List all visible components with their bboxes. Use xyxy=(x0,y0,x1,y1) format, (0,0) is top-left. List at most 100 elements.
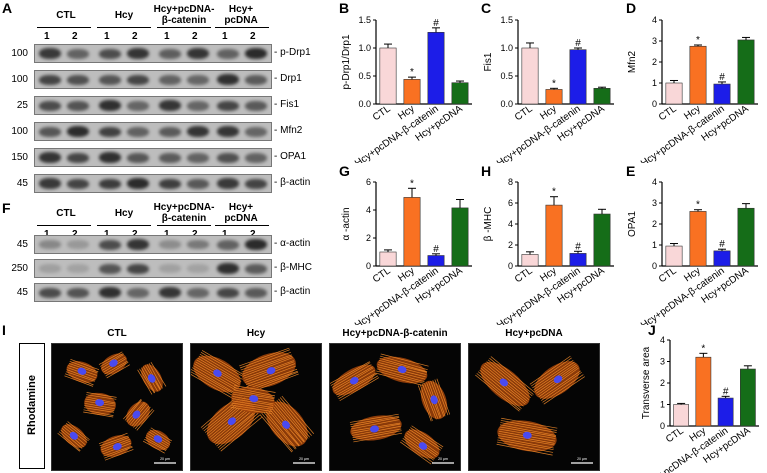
actin-fiber xyxy=(66,369,96,381)
protein-band xyxy=(187,287,209,298)
micrograph-caption-hcy: Hcy xyxy=(246,328,266,339)
bar xyxy=(545,89,563,105)
actin-fiber xyxy=(142,440,165,454)
actin-fiber xyxy=(352,430,402,441)
actin-fiber xyxy=(497,439,554,451)
actin-fiber xyxy=(83,411,114,418)
protein-band xyxy=(99,152,121,163)
band-label: - Fis1 xyxy=(274,99,299,110)
lane-number: 1 xyxy=(104,31,110,42)
y-tick-label: 0.0 xyxy=(358,99,371,109)
protein-band xyxy=(99,239,121,250)
protein-band xyxy=(99,48,121,59)
y-axis-label: Fis1 xyxy=(483,52,494,71)
nucleus xyxy=(282,420,290,429)
bar xyxy=(673,404,689,427)
actin-fiber xyxy=(533,361,575,391)
category-label: CTL xyxy=(513,103,535,123)
panel-label-d: D xyxy=(626,0,637,16)
protein-band xyxy=(245,48,267,59)
actin-fiber xyxy=(105,361,129,377)
y-tick-label: 3 xyxy=(652,198,657,208)
group-label-hcy-catenin-line1: Hcy+pcDNA- xyxy=(153,4,215,15)
y-tick-label: 0 xyxy=(652,261,657,271)
cardiomyocyte xyxy=(191,350,245,399)
actin-fiber xyxy=(239,347,290,367)
micrograph-caption-hcy-catenin: Hcy+pcDNA-β-catenin xyxy=(342,328,448,339)
mw-marker: 45 xyxy=(16,178,28,189)
actin-fiber xyxy=(337,373,377,398)
protein-band xyxy=(67,152,89,163)
bar-chart-j: Transverse area01234CTL*Hcy#Hcy+pcDNA-β-… xyxy=(641,335,759,473)
actin-fiber xyxy=(136,409,155,431)
y-tick-label: 4 xyxy=(660,335,665,345)
group-underline xyxy=(37,225,91,226)
nucleus xyxy=(147,374,156,383)
nucleus xyxy=(77,367,87,375)
nucleus xyxy=(249,395,259,403)
protein-band xyxy=(127,74,149,85)
actin-fiber xyxy=(247,370,298,390)
actin-fiber xyxy=(133,406,151,428)
actin-fiber xyxy=(375,372,424,386)
nucleus xyxy=(227,417,236,426)
group-underline xyxy=(215,225,269,226)
y-tick-label: 1.5 xyxy=(500,15,513,25)
y-tick-label: 6 xyxy=(508,198,513,208)
panel-label-i: I xyxy=(2,322,6,338)
band-label: - Drp1 xyxy=(274,73,302,84)
protein-band xyxy=(217,74,239,85)
protein-band xyxy=(99,74,121,85)
group-underline xyxy=(97,225,151,226)
bar xyxy=(569,49,587,105)
protein-band xyxy=(217,152,239,163)
band-label: - α-actin xyxy=(274,238,311,249)
protein-band xyxy=(159,74,181,85)
lane-number: 1 xyxy=(222,229,228,240)
y-tick-label: 4 xyxy=(652,177,657,187)
protein-band xyxy=(99,287,121,298)
protein-band xyxy=(39,287,61,298)
actin-fiber xyxy=(134,408,153,430)
cardiomyocyte xyxy=(98,351,130,379)
nucleus xyxy=(109,359,118,367)
actin-fiber xyxy=(273,402,305,442)
actin-fiber xyxy=(191,369,235,395)
blot-strip xyxy=(34,148,272,167)
y-axis-label: α -actin xyxy=(341,207,352,240)
y-tick-label: 1.0 xyxy=(500,43,513,53)
actin-fiber xyxy=(239,349,291,369)
actin-fiber xyxy=(124,399,142,421)
blot-strip xyxy=(34,96,272,115)
bar xyxy=(379,47,397,105)
protein-band xyxy=(217,178,239,189)
y-tick-label: 4 xyxy=(366,205,371,215)
bar-chart-b: p-Drp1/Drp10.00.51.01.5CTL*Hcy#Hcy+pcDNA… xyxy=(341,15,472,163)
actin-fiber xyxy=(529,355,571,385)
cardiomyocyte xyxy=(64,358,100,387)
actin-fiber xyxy=(99,353,124,367)
lane-number: 2 xyxy=(72,229,78,240)
group-label-hcy-catenin-line2: β-catenin xyxy=(161,15,207,26)
group-label-hcy: Hcy xyxy=(114,208,134,219)
actin-fiber xyxy=(376,370,425,384)
y-tick-label: 3 xyxy=(652,36,657,46)
actin-fiber xyxy=(199,353,243,380)
actin-fiber xyxy=(542,374,584,403)
bar-chart-g: α -actin0246CTL*Hcy#Hcy+pcDNA-β-cateninH… xyxy=(341,177,472,325)
protein-band xyxy=(187,74,209,85)
actin-fiber xyxy=(351,419,400,430)
significance-mark: # xyxy=(575,241,581,252)
y-axis-label: Mfn2 xyxy=(627,50,638,73)
lane-number: 2 xyxy=(250,31,256,42)
actin-fiber xyxy=(191,372,232,399)
protein-band xyxy=(187,264,209,273)
y-tick-label: 8 xyxy=(508,177,513,187)
actin-fiber xyxy=(99,435,129,447)
actin-fiber xyxy=(233,387,276,397)
bar-chart-e: OPA101234CTL*Hcy#Hcy+pcDNA-β-cateninHcy+… xyxy=(627,177,758,325)
actin-fiber xyxy=(217,412,259,449)
actin-fiber xyxy=(543,376,585,405)
panel-label-g: G xyxy=(339,163,350,179)
protein-band xyxy=(187,152,209,163)
